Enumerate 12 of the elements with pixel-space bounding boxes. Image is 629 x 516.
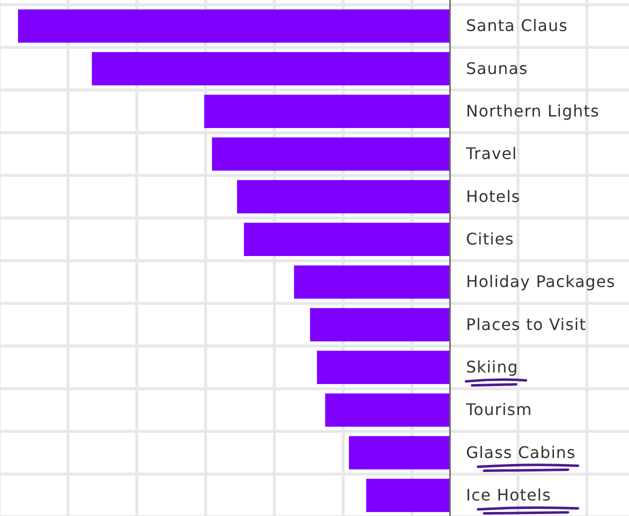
y-tick-label: Hotels — [466, 186, 520, 206]
y-tick-label: Santa Claus — [466, 16, 568, 36]
y-tick-label: Saunas — [466, 58, 528, 78]
y-tick-label: Travel — [465, 144, 518, 164]
y-tick-label: Cities — [466, 230, 514, 249]
y-tick-label: Ice Hotels — [466, 486, 552, 505]
y-tick-label: Places to Visit — [466, 314, 586, 334]
y-tick-label: Holiday Packages — [466, 272, 616, 292]
y-tick-label: Tourism — [465, 400, 532, 420]
y-tick-label: Glass Cabins — [466, 442, 576, 462]
y-tick-label: Northern Lights — [466, 101, 600, 120]
y-tick-label: Skiing — [466, 358, 518, 377]
